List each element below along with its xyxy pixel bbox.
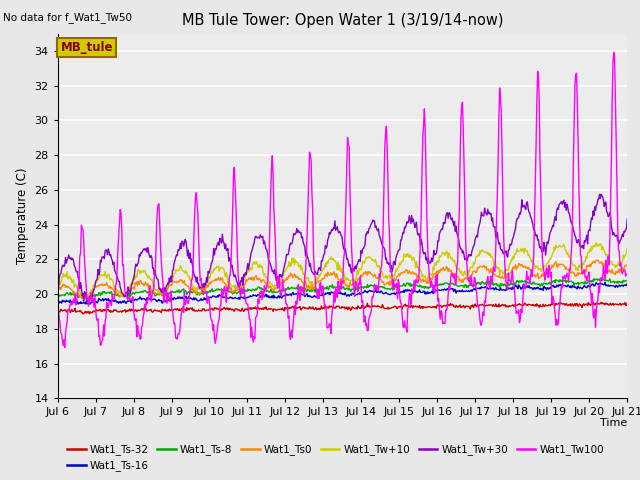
Text: Time: Time	[600, 419, 627, 429]
Text: No data for f_Wat1_Tw50: No data for f_Wat1_Tw50	[3, 12, 132, 23]
Text: MB_tule: MB_tule	[60, 41, 113, 54]
Title: MB Tule Tower: Open Water 1 (3/19/14-now): MB Tule Tower: Open Water 1 (3/19/14-now…	[182, 13, 503, 28]
Y-axis label: Temperature (C): Temperature (C)	[16, 168, 29, 264]
Legend: Wat1_Ts-32, Wat1_Ts-16, Wat1_Ts-8, Wat1_Ts0, Wat1_Tw+10, Wat1_Tw+30, Wat1_Tw100: Wat1_Ts-32, Wat1_Ts-16, Wat1_Ts-8, Wat1_…	[63, 440, 608, 476]
